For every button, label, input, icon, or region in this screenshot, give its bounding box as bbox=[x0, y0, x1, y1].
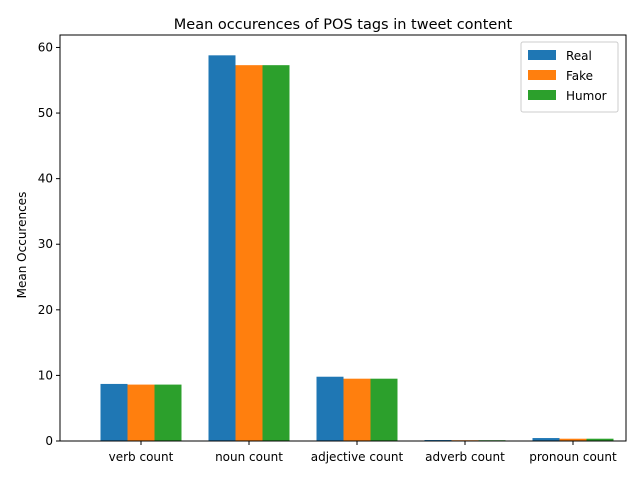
plot-area: verb count noun count adjective count adver… bbox=[38, 40, 617, 464]
y-tick-label: 40 bbox=[38, 172, 53, 186]
y-tick-label: 60 bbox=[38, 40, 53, 54]
bar-fake-1 bbox=[235, 65, 263, 442]
bar-fake-4 bbox=[559, 438, 587, 441]
bar-real-1 bbox=[208, 55, 236, 441]
x-tick-label: verb count bbox=[109, 450, 174, 464]
bar-real-2 bbox=[316, 376, 344, 441]
bar-fake-0 bbox=[127, 384, 155, 441]
bar-real-4 bbox=[532, 438, 560, 441]
bar-humor-0 bbox=[154, 384, 182, 441]
y-tick-label: 0 bbox=[45, 434, 53, 448]
y-axis-label: Mean Occurences bbox=[15, 192, 29, 299]
y-tick-label: 50 bbox=[38, 106, 53, 120]
legend-label-humor: Humor bbox=[566, 89, 607, 103]
legend: Real Fake Humor bbox=[520, 41, 619, 113]
bar-humor-1 bbox=[262, 65, 290, 442]
legend-swatch-humor bbox=[528, 90, 556, 100]
legend-label-real: Real bbox=[566, 49, 592, 63]
chart-title: Mean occurences of POS tags in tweet con… bbox=[174, 17, 513, 33]
y-tick-label: 10 bbox=[38, 368, 53, 382]
plot-frame bbox=[59, 34, 627, 442]
legend-swatch-real bbox=[528, 50, 556, 60]
bar-real-0 bbox=[100, 383, 128, 441]
y-tick-label: 20 bbox=[38, 303, 53, 317]
bar-humor-2 bbox=[370, 378, 398, 441]
legend-label-fake: Fake bbox=[566, 69, 593, 83]
bar-humor-4 bbox=[586, 438, 614, 441]
y-tick-label: 30 bbox=[38, 237, 53, 251]
bar-fake-2 bbox=[343, 378, 371, 441]
x-tick-label: adverb count bbox=[425, 450, 505, 464]
x-tick-label: adjective count bbox=[311, 450, 404, 464]
x-tick-label: pronoun count bbox=[529, 450, 617, 464]
legend-swatch-fake bbox=[528, 70, 556, 80]
x-tick-label: noun count bbox=[215, 450, 283, 464]
